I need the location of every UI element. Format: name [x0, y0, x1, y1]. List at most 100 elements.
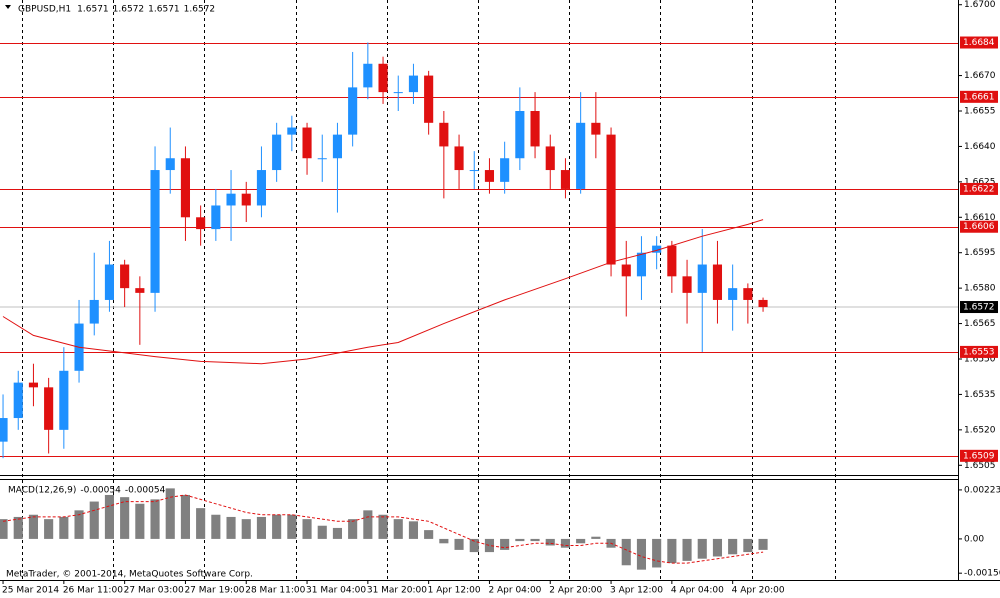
histogram-bar — [500, 538, 510, 550]
histogram-bar — [515, 538, 525, 542]
candle-body — [667, 245, 677, 277]
candle-body — [591, 122, 601, 135]
x-tick-label: 1 Apr 12:00 — [428, 586, 481, 596]
y-tick-label: 1.6595 — [964, 248, 996, 258]
dropdown-icon — [5, 5, 11, 9]
moving-average — [2, 219, 764, 365]
x-tick-label: 25 Mar 2014 — [2, 586, 59, 596]
level-label-box — [960, 182, 998, 195]
histogram-bar — [196, 508, 206, 539]
histogram-bar — [120, 497, 130, 539]
candle-body — [697, 264, 707, 293]
y-tick-label: 1.6625 — [964, 177, 996, 187]
histogram-bar — [743, 538, 753, 553]
header-value: 1.6572 — [113, 5, 145, 15]
histogram-bar — [287, 514, 297, 539]
histogram-bar — [758, 538, 768, 550]
histogram-bar — [317, 525, 327, 539]
histogram-bar — [652, 538, 662, 568]
candle-body — [378, 63, 388, 93]
candle-body — [165, 158, 175, 171]
x-tick-label: 31 Mar 04:00 — [306, 586, 366, 596]
histogram-bar — [484, 538, 495, 553]
histogram-bar — [530, 538, 540, 542]
x-tick-label: 27 Mar 03:00 — [124, 586, 184, 596]
last-price-label: 1.6572 — [963, 303, 995, 313]
candle-body — [0, 418, 8, 442]
x-tick-label: 4 Apr 04:00 — [671, 586, 724, 596]
candle-body — [652, 245, 662, 253]
candle-body — [89, 299, 99, 324]
y-tick-label: 1.6580 — [964, 284, 996, 294]
candle-body — [576, 122, 586, 189]
level-label: 1.6661 — [963, 92, 995, 102]
y-tick-label: 1.6550 — [964, 354, 996, 364]
candle-body — [515, 111, 525, 159]
candle-body — [120, 264, 130, 289]
histogram-bar — [636, 538, 647, 570]
candle-body — [44, 387, 54, 430]
histogram-bar — [682, 538, 692, 561]
histogram-bar — [211, 514, 221, 539]
candle-body — [758, 299, 768, 308]
level-label-box — [960, 449, 998, 462]
histogram-bar — [728, 538, 738, 555]
candle-body — [606, 134, 616, 265]
level-label-box — [960, 36, 998, 49]
histogram-bar — [89, 501, 99, 539]
histogram-bar — [74, 510, 84, 539]
candle-body — [408, 75, 419, 93]
histogram-bar — [363, 510, 373, 539]
candle-body — [424, 75, 434, 123]
last-price-box — [960, 301, 998, 314]
histogram-bar — [621, 538, 631, 566]
footer: MetaTrader, © 2001-2014, MetaQuotes Soft… — [6, 570, 253, 580]
candle-body — [302, 127, 312, 159]
x-tick-label: 28 Mar 11:00 — [245, 586, 305, 596]
candle-body — [180, 158, 191, 218]
candle-body — [226, 193, 236, 206]
y-tick-label: 1.6655 — [964, 107, 996, 117]
x-tick-label: 2 Apr 20:00 — [549, 586, 602, 596]
histogram-bar — [302, 519, 312, 539]
histogram-bar — [13, 516, 23, 539]
x-tick-label: 26 Mar 11:00 — [63, 586, 123, 596]
candle-body — [196, 217, 206, 230]
header-value: 1.6572 — [184, 5, 216, 15]
level-label: 1.6509 — [963, 451, 995, 461]
candle-body — [393, 92, 403, 94]
candle-body — [317, 158, 327, 160]
level-label: 1.6622 — [963, 184, 995, 194]
histogram-bar — [44, 519, 54, 539]
level-label: 1.6606 — [963, 222, 995, 232]
y-tick-label: 1.6610 — [964, 213, 996, 223]
level-label-box — [960, 90, 998, 103]
histogram-bar — [256, 516, 267, 539]
candle-body — [439, 122, 449, 147]
histogram-bar — [408, 521, 419, 539]
histogram-bar — [348, 519, 358, 539]
histogram-bar — [454, 538, 464, 550]
histogram-bar — [241, 519, 251, 539]
candle-body — [743, 288, 753, 300]
x-tick-label: 31 Mar 20:00 — [367, 586, 427, 596]
indicator-title: MACD(12,26,9) — [8, 486, 76, 496]
x-tick-label: 27 Mar 19:00 — [184, 586, 244, 596]
histogram-bar — [28, 514, 39, 539]
histogram-bar — [0, 519, 8, 539]
histogram-bar — [135, 503, 145, 539]
histogram-bar — [272, 514, 282, 539]
candle-body — [530, 111, 540, 147]
y-tick-label: 1.6640 — [964, 142, 996, 152]
candle-body — [712, 264, 723, 300]
level-label-box — [960, 220, 998, 233]
header-value: 1.6571 — [77, 5, 109, 15]
candle-body — [636, 252, 647, 277]
histogram-bar — [59, 516, 69, 539]
histogram-bar — [439, 538, 449, 544]
candle-body — [241, 193, 251, 206]
y-tick-label: 1.6565 — [964, 319, 996, 329]
